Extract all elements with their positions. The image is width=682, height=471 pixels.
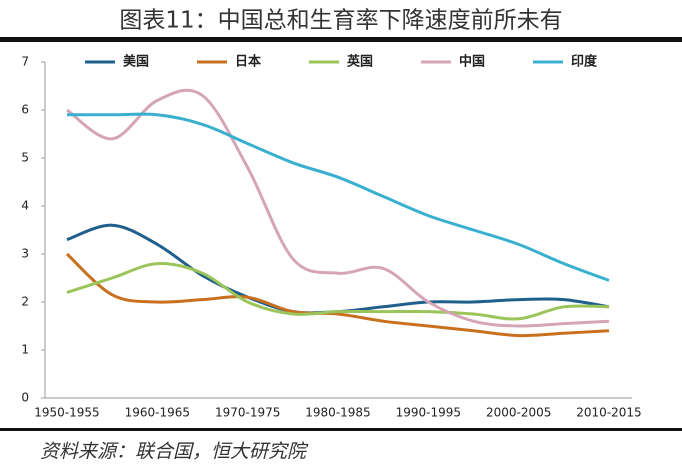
series-line (65, 252, 610, 338)
y-tick-label: 2 (21, 295, 29, 309)
legend-label: 英国 (346, 54, 373, 70)
series-line (66, 88, 610, 328)
series-line (66, 223, 610, 315)
source-note: 资料来源：联合国，恒大研究院 (40, 441, 309, 463)
y-tick-label: 1 (21, 343, 29, 357)
x-tick-label: 1990-1995 (396, 406, 461, 420)
x-tick-label: 1980-1985 (305, 406, 370, 420)
series-line (66, 112, 610, 282)
y-tick-label: 6 (21, 103, 29, 117)
x-tick-label: 1970-1975 (215, 406, 280, 420)
x-tick-label: 1950-1955 (34, 406, 99, 420)
legend-label: 印度 (571, 54, 598, 70)
x-tick-label: 2000-2005 (486, 406, 551, 420)
legend-label: 日本 (235, 54, 261, 70)
legend-label: 美国 (123, 54, 149, 70)
legend-label: 中国 (459, 54, 485, 70)
series-line (66, 262, 610, 321)
footer-rule (0, 428, 682, 431)
y-tick-label: 3 (21, 247, 29, 261)
x-tick-label: 2010-2015 (576, 406, 641, 420)
x-tick-label: 1960-1965 (125, 406, 190, 420)
y-tick-label: 7 (21, 55, 29, 69)
y-tick-label: 5 (21, 151, 29, 165)
chart-title: 图表11：中国总和生育率下降速度前所未有 (119, 8, 562, 34)
y-tick-label: 0 (21, 391, 29, 405)
y-tick-label: 4 (21, 199, 29, 213)
title-rule (0, 37, 682, 42)
